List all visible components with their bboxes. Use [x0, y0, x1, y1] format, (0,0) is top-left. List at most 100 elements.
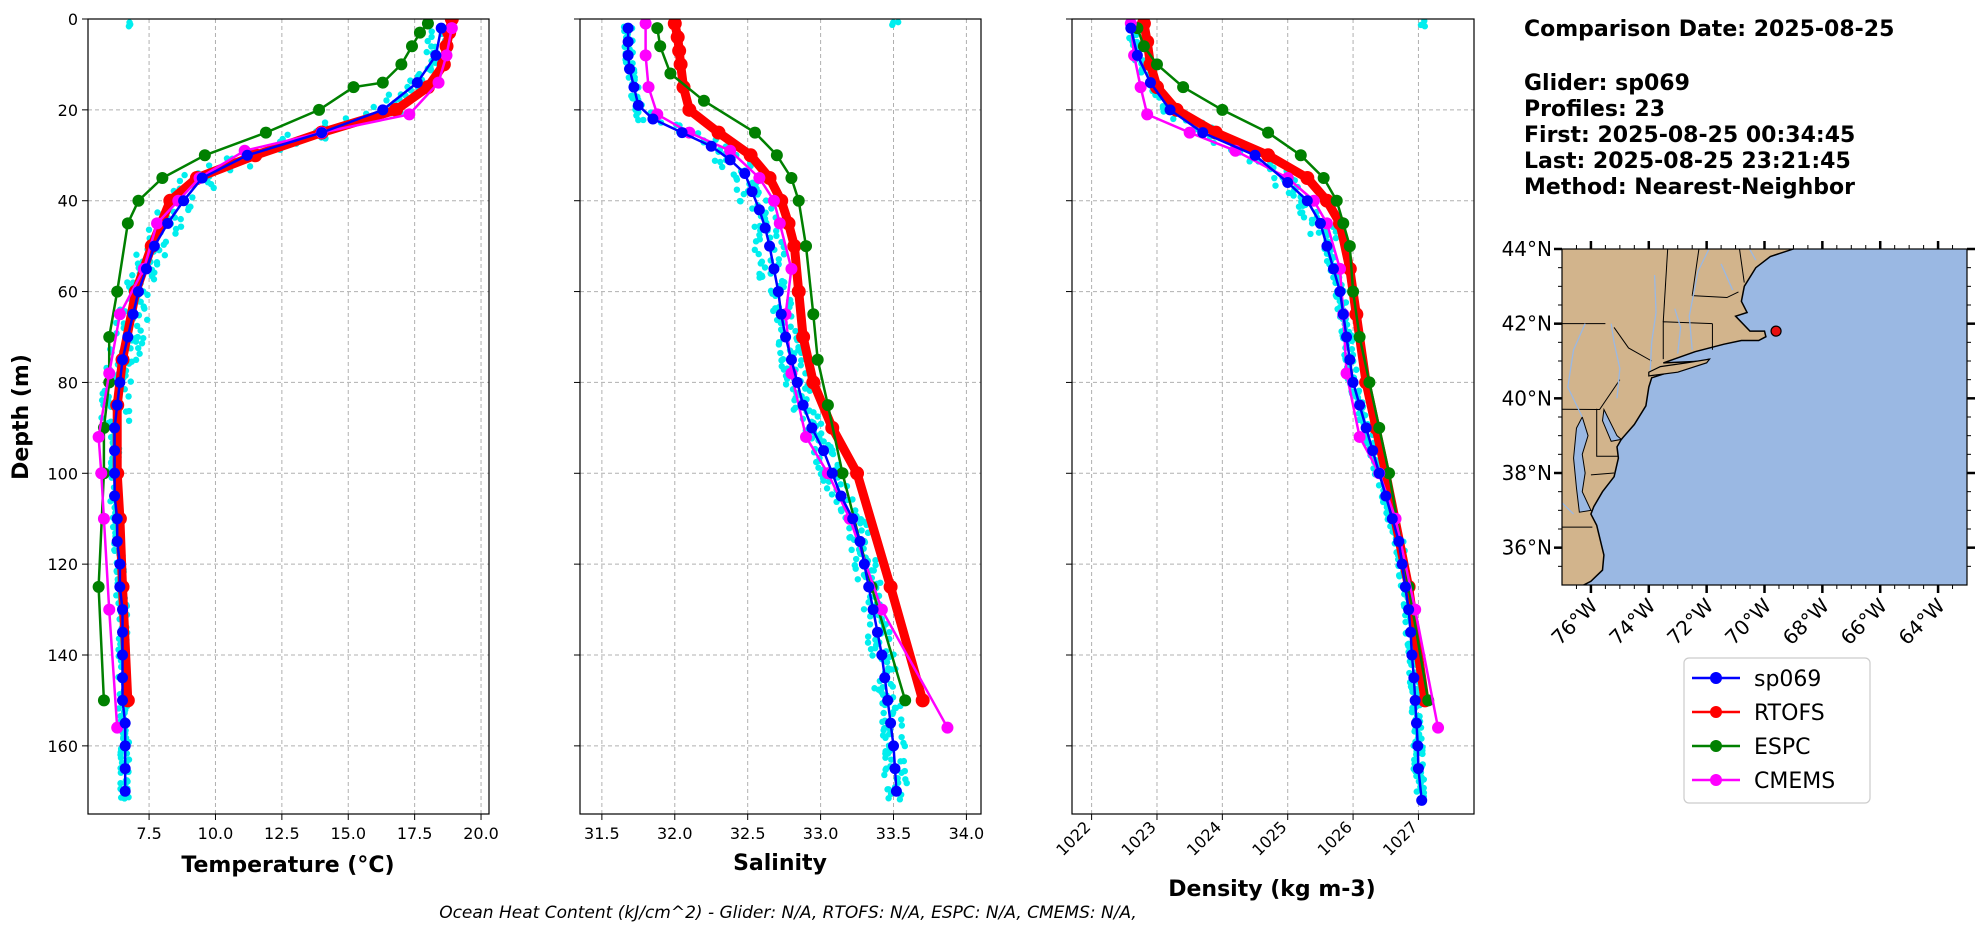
glider-sample-point: [787, 323, 794, 330]
data-point: [1347, 285, 1360, 298]
glider-sample-point: [890, 19, 897, 26]
data-point: [664, 67, 677, 80]
profiles-count: Profiles: 23: [1524, 97, 1665, 122]
glider-sample-point: [1290, 192, 1297, 199]
glider-sample-point: [869, 652, 876, 659]
glider-sample-point: [889, 710, 896, 718]
data-point: [800, 240, 813, 253]
data-point: [119, 717, 131, 729]
series-line-cmems: [1129, 23, 1440, 728]
glider-sample-point: [773, 232, 780, 240]
glider-name: Glider: sp069: [1524, 71, 1690, 96]
data-point: [1380, 490, 1392, 502]
glider-sample-point: [136, 350, 143, 357]
data-point: [92, 430, 105, 443]
data-point: [888, 740, 900, 752]
glider-sample-point: [881, 771, 888, 779]
series-espc: [1131, 22, 1435, 707]
data-point: [109, 422, 121, 434]
glider-sample-point: [820, 438, 827, 445]
data-point: [445, 22, 458, 35]
data-point: [639, 49, 652, 62]
data-point: [753, 172, 766, 184]
glider-sample-point: [1307, 230, 1314, 238]
data-point: [739, 167, 751, 179]
data-point: [1344, 354, 1356, 366]
data-point: [119, 763, 131, 775]
glider-profile-points: [1125, 19, 1429, 803]
series-rtofs: [1136, 19, 1432, 708]
glider-sample-point: [210, 184, 217, 192]
glider-sample-point: [792, 327, 799, 335]
glider-sample-point: [768, 205, 775, 212]
glider-sample-point: [385, 91, 393, 98]
data-point: [1337, 217, 1350, 230]
glider-sample-point: [1138, 69, 1145, 76]
glider-sample-point: [1300, 214, 1308, 221]
axes-frame: [1071, 18, 1475, 815]
data-point: [1327, 263, 1339, 275]
glider-sample-point: [177, 215, 184, 223]
glider-sample-point: [1159, 103, 1167, 110]
data-point: [753, 204, 765, 216]
data-point: [395, 58, 408, 71]
glider-sample-point: [633, 112, 640, 119]
data-point: [724, 144, 737, 157]
data-point: [654, 40, 667, 53]
longitude-label: 64°W: [1894, 593, 1950, 649]
data-point: [430, 49, 442, 61]
x-tick-label: 1027: [1379, 817, 1421, 859]
data-point: [117, 649, 129, 661]
data-point: [1177, 81, 1190, 94]
data-point: [1261, 148, 1276, 163]
glider-sample-point: [144, 291, 151, 299]
data-point: [882, 694, 894, 706]
axes-frame: [87, 18, 490, 815]
x-tick-label: 1022: [1052, 817, 1094, 859]
legend-label: ESPC: [1754, 735, 1811, 760]
data-point: [421, 19, 434, 30]
data-point: [111, 535, 123, 547]
salinity-plot: 31.5 32.0 32.5 33.0 33.5 34.0: [574, 18, 984, 843]
method: Method: Nearest-Neighbor: [1524, 175, 1855, 200]
glider-sample-point: [846, 525, 853, 532]
glider-sample-point: [127, 378, 134, 385]
series-line-rtofs: [112, 19, 457, 701]
glider-sample-point: [872, 556, 879, 564]
glider-sample-point: [898, 716, 905, 723]
glider-sample-point: [1402, 618, 1409, 626]
glider-sample-point: [864, 639, 872, 646]
data-point: [781, 216, 796, 231]
data-point: [117, 626, 129, 638]
data-point: [676, 80, 691, 95]
glider-sample-point: [137, 327, 144, 334]
data-point: [639, 19, 652, 30]
glider-sample-point: [132, 338, 140, 345]
glider-sample-point: [717, 158, 724, 166]
glider-sample-point: [852, 555, 860, 563]
glider-sample-point: [141, 305, 148, 312]
state-border: [1590, 472, 1615, 476]
data-point: [111, 399, 123, 411]
glider-sample-point: [790, 406, 798, 413]
glider-sample-point: [1348, 345, 1356, 353]
data-point: [241, 149, 253, 161]
data-point: [890, 785, 902, 797]
glider-sample-point: [177, 223, 185, 230]
data-point: [132, 194, 145, 207]
glider-sample-point: [111, 546, 118, 554]
data-point: [673, 57, 688, 72]
x-tick-label: 33.0: [803, 824, 839, 843]
data-point: [1409, 694, 1421, 706]
legend-item-rtofs: RTOFS: [1692, 701, 1825, 726]
data-point: [791, 284, 806, 299]
data-point: [1249, 149, 1261, 161]
x-tick-label: 10.0: [198, 824, 234, 843]
data-point: [1412, 740, 1424, 752]
series-line-sp069: [113, 27, 443, 792]
density-plot: 1022 1023 1024 1025 1026 1027: [1052, 18, 1475, 860]
state-border: [1692, 291, 1739, 299]
data-point: [775, 308, 787, 320]
glider-sample-point: [882, 754, 889, 761]
